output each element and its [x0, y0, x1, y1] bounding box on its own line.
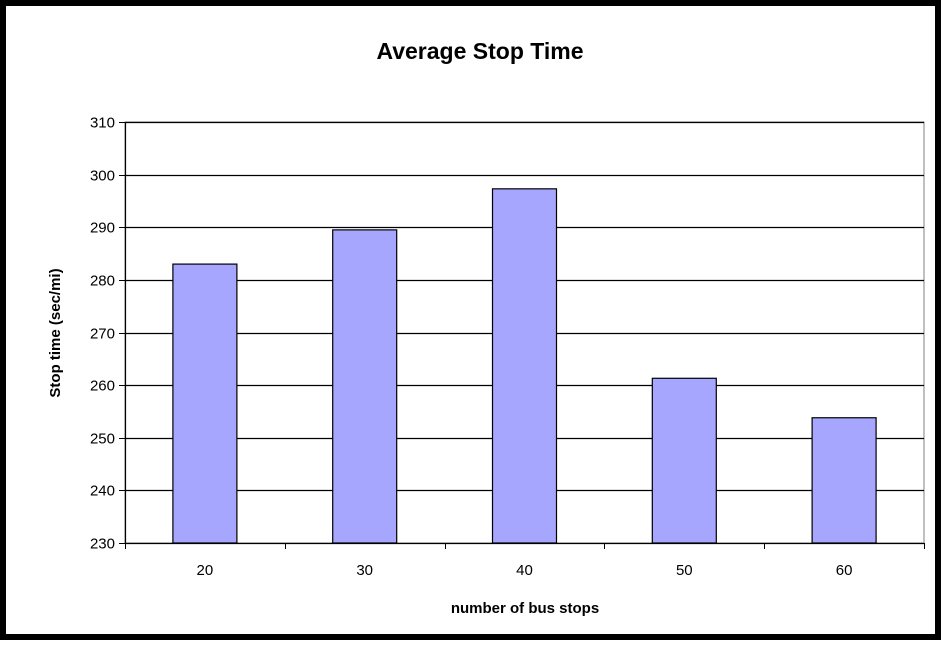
y-tick-label: 250	[90, 431, 115, 448]
y-axis-label: Stop time (sec/mi)	[47, 268, 64, 397]
x-tick-label: 40	[516, 562, 533, 579]
y-tick-label: 280	[90, 273, 115, 290]
bar-40	[491, 188, 558, 544]
bars	[172, 188, 877, 544]
y-tick-label: 270	[90, 326, 115, 343]
y-tick-label: 290	[90, 220, 115, 237]
y-tick-label: 310	[90, 115, 115, 132]
bar-chart: Average Stop Time Stop time (sec/mi) num…	[47, 38, 925, 617]
y-tick-label: 240	[90, 483, 115, 500]
bar-30	[332, 229, 398, 544]
bar-20	[172, 263, 238, 544]
x-tick-label: 30	[356, 562, 373, 579]
x-tick-label: 60	[836, 562, 853, 579]
y-tick-label: 300	[90, 168, 115, 185]
bar-60	[811, 417, 877, 544]
x-tick-label: 50	[676, 562, 693, 579]
bar-50	[651, 377, 717, 544]
chart-title: Average Stop Time	[376, 38, 583, 64]
y-tick-label: 260	[90, 378, 115, 395]
axes: 230 240 250 260 270 280 290 300 310 20 30 40 50 60	[90, 115, 925, 579]
y-tick-label: 230	[90, 536, 115, 553]
x-tick-label: 20	[197, 562, 214, 579]
x-axis-label: number of bus stops	[451, 600, 599, 617]
